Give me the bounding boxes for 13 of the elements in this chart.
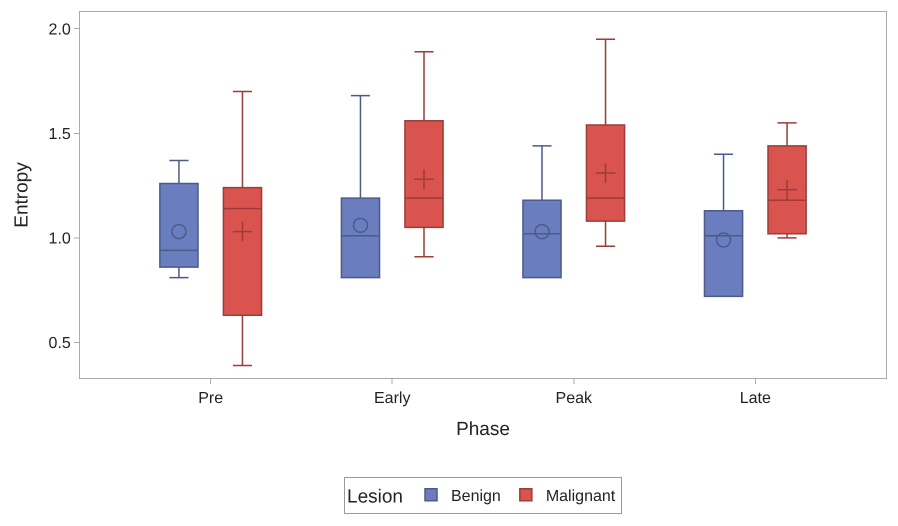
x-tick-label: Late — [740, 390, 771, 408]
x-tick-label: Pre — [198, 390, 224, 408]
legend-label: Benign — [451, 488, 501, 505]
x-axis-title: Phase — [456, 419, 510, 440]
x-tick-label: Peak — [556, 390, 594, 408]
y-tick-label: 2.0 — [48, 21, 71, 38]
y-tick-label: 0.5 — [48, 335, 71, 352]
x-tick-label: Early — [374, 390, 410, 408]
y-tick-label: 1.0 — [48, 230, 71, 248]
legend-title: Lesion — [347, 486, 403, 508]
y-tick-label: 1.5 — [48, 126, 71, 143]
y-axis-title: Entropy — [11, 162, 32, 228]
legend-label: Malignant — [546, 488, 616, 505]
